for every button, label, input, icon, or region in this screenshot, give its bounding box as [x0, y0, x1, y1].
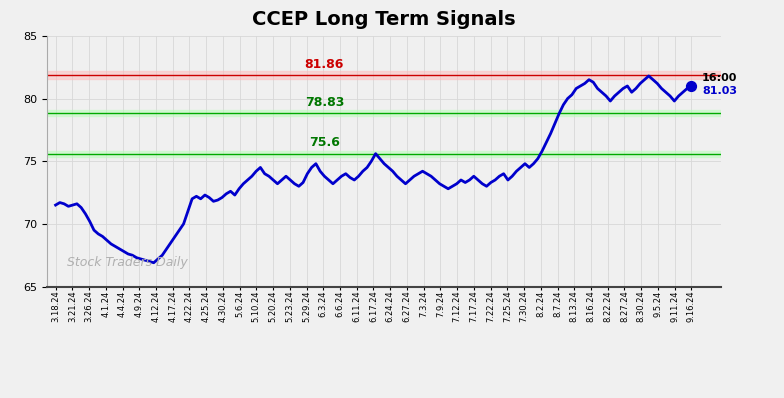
Text: 75.6: 75.6 — [309, 136, 339, 149]
Text: Stock Traders Daily: Stock Traders Daily — [67, 256, 188, 269]
Title: CCEP Long Term Signals: CCEP Long Term Signals — [252, 10, 516, 29]
Text: 78.83: 78.83 — [305, 96, 344, 109]
Bar — [47, 150, 721, 157]
Bar — [47, 110, 721, 116]
Text: 16:00: 16:00 — [702, 73, 738, 83]
Text: 81.03: 81.03 — [702, 86, 737, 96]
Text: 81.86: 81.86 — [305, 58, 344, 71]
Point — [685, 82, 698, 89]
Bar — [47, 71, 721, 79]
